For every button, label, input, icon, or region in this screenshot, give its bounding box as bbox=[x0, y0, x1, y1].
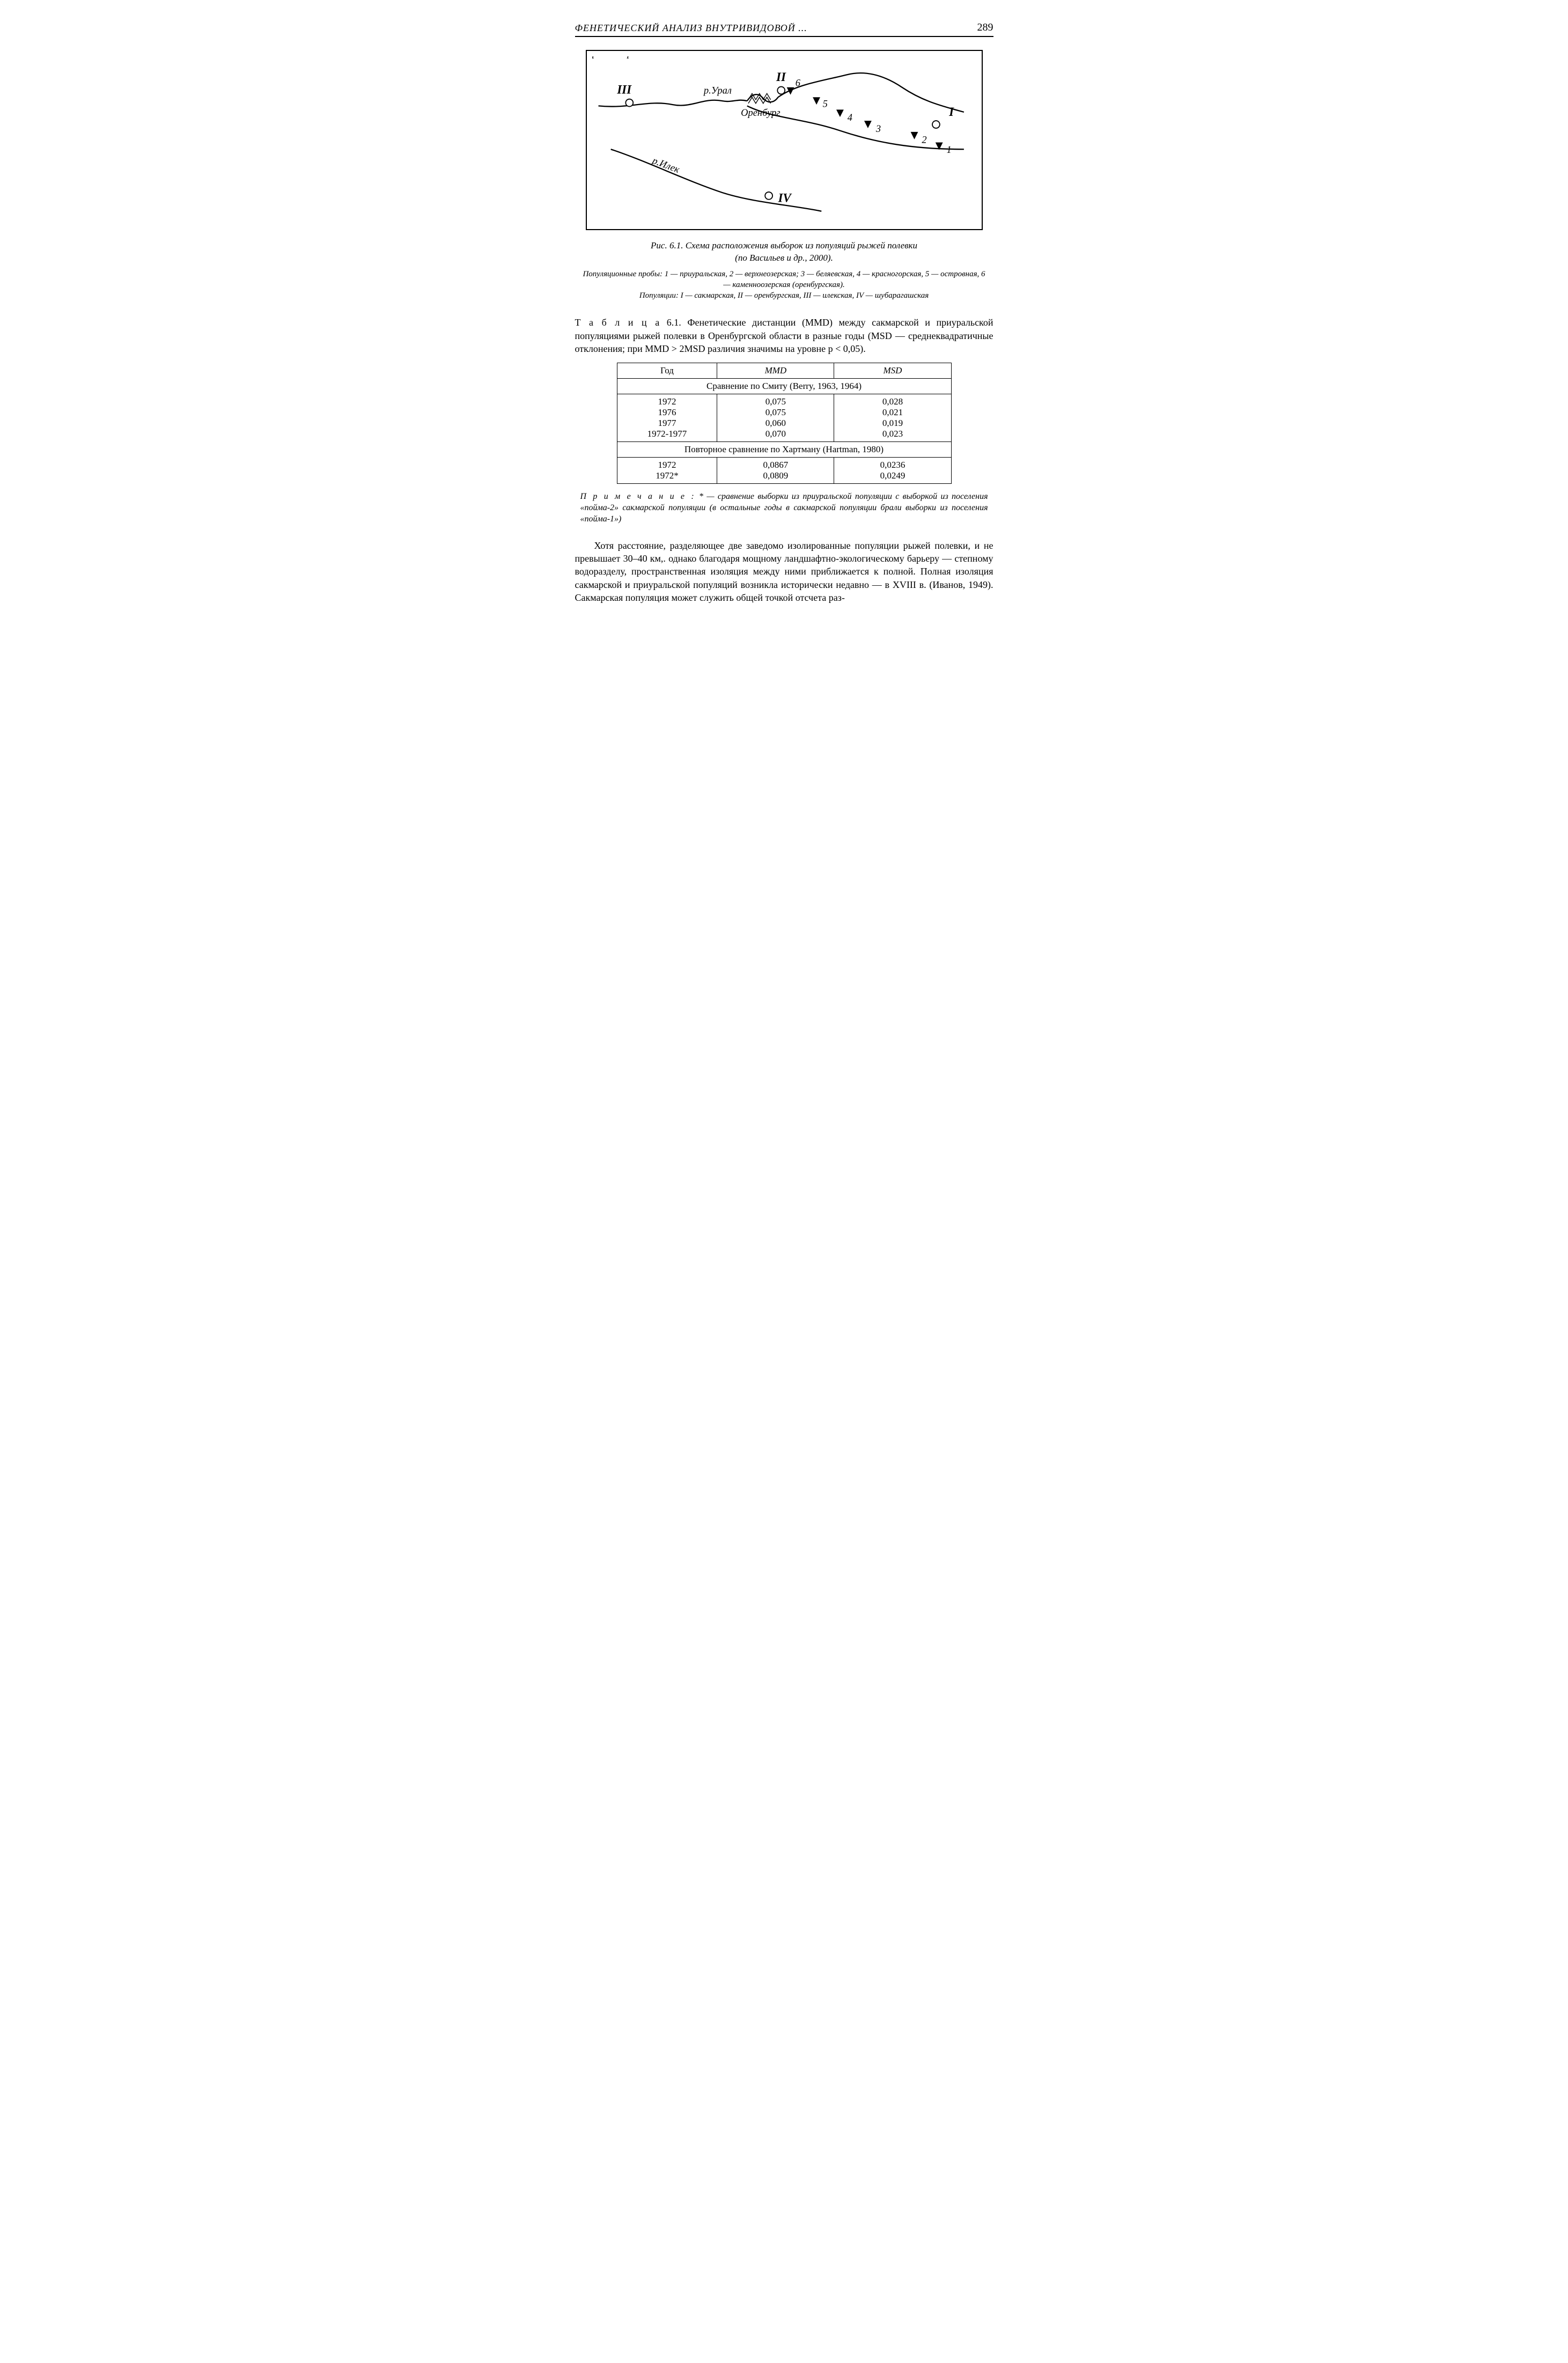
figure-caption-sub: Популяционные пробы: 1 — приуральская, 2… bbox=[580, 269, 988, 301]
table-cell-msd: 0,02360,0249 bbox=[834, 458, 951, 484]
sample-label: 6 bbox=[795, 77, 800, 88]
table-header-row: Год MMD MSD bbox=[617, 363, 951, 379]
river-ural-left bbox=[598, 100, 747, 107]
river-sakmara bbox=[778, 73, 963, 112]
figure-map: р.Урал р.Сакмара р.Илек Оренбург IIIIIII… bbox=[586, 50, 983, 230]
population-label: I bbox=[948, 105, 954, 119]
map-svg: р.Урал р.Сакмара р.Илек Оренбург IIIIIII… bbox=[592, 56, 976, 224]
sample-labels: 1 2 3 4 5 6 bbox=[795, 77, 951, 155]
table-row: 19721972*0,08670,08090,02360,0249 bbox=[617, 458, 951, 484]
population-label: IV bbox=[777, 190, 792, 204]
population-marker bbox=[777, 87, 785, 94]
population-label: II bbox=[775, 70, 786, 84]
page-number: 289 bbox=[977, 21, 993, 34]
table-section-row: Сравнение по Смиту (Berry, 1963, 1964) bbox=[617, 379, 951, 394]
sample-label: 2 bbox=[922, 135, 926, 145]
page: ФЕНЕТИЧЕСКИЙ АНАЛИЗ ВНУТРИВИДОВОЙ ... 28… bbox=[543, 0, 1026, 636]
col-mmd-text: MMD bbox=[765, 365, 787, 376]
caption-line1: Рис. 6.1. Схема расположения выборок из … bbox=[651, 240, 917, 251]
population-labels: IIIIIIIV bbox=[616, 70, 954, 204]
body-paragraph: Хотя расстояние, разделяющее две заведом… bbox=[575, 539, 993, 604]
col-msd-text: MSD bbox=[883, 365, 902, 376]
sample-label: 1 bbox=[946, 144, 951, 155]
sample-marker bbox=[910, 132, 918, 139]
table-cell-year: 19721972* bbox=[617, 458, 717, 484]
table-title: Т а б л и ц а 6.1. Фенетические дистанци… bbox=[575, 316, 993, 355]
table-section-title: Повторное сравнение по Хартману (Hartman… bbox=[617, 442, 951, 458]
table-body: Сравнение по Смиту (Berry, 1963, 1964)19… bbox=[617, 379, 951, 484]
label-sakmara: р.Сакмара bbox=[592, 56, 637, 58]
caption-line2: (по Васильев и др., 2000). bbox=[735, 253, 833, 263]
sample-label: 5 bbox=[822, 99, 827, 109]
label-ural: р.Урал bbox=[702, 85, 731, 95]
table-title-number: 6.1. bbox=[667, 317, 681, 328]
caption-probes: Популяционные пробы: 1 — приуральская, 2… bbox=[583, 270, 985, 289]
table-section-title: Сравнение по Смиту (Berry, 1963, 1964) bbox=[617, 379, 951, 394]
sample-label: 3 bbox=[875, 123, 880, 134]
running-head: ФЕНЕТИЧЕСКИЙ АНАЛИЗ ВНУТРИВИДОВОЙ ... 28… bbox=[575, 21, 993, 37]
label-city: Оренбург bbox=[741, 107, 780, 118]
table-cell-year: 1972197619771972-1977 bbox=[617, 394, 717, 442]
running-title: ФЕНЕТИЧЕСКИЙ АНАЛИЗ ВНУТРИВИДОВОЙ ... bbox=[575, 23, 807, 34]
caption-populations: Популяции: I — сакмарская, II — оренбург… bbox=[639, 291, 929, 300]
col-mmd: MMD bbox=[717, 363, 834, 379]
table-cell-mmd: 0,08670,0809 bbox=[717, 458, 834, 484]
footnote-label: П р и м е ч а н и е : bbox=[580, 492, 696, 501]
table-title-prefix: Т а б л и ц а bbox=[575, 317, 661, 328]
sample-marker bbox=[836, 109, 844, 117]
population-marker bbox=[932, 121, 939, 128]
population-markers bbox=[625, 87, 939, 200]
population-marker bbox=[765, 192, 772, 200]
population-marker bbox=[625, 99, 633, 107]
population-label: III bbox=[616, 82, 632, 96]
sample-label: 4 bbox=[847, 112, 852, 123]
table-cell-msd: 0,0280,0210,0190,023 bbox=[834, 394, 951, 442]
table-footnote: П р и м е ч а н и е : * — сравнение выбо… bbox=[580, 491, 988, 525]
label-ilek: р.Илек bbox=[650, 154, 681, 175]
table-section-row: Повторное сравнение по Хартману (Hartman… bbox=[617, 442, 951, 458]
table-cell-mmd: 0,0750,0750,0600,070 bbox=[717, 394, 834, 442]
table-row: 1972197619771972-19770,0750,0750,0600,07… bbox=[617, 394, 951, 442]
sample-marker bbox=[813, 97, 820, 105]
col-year: Год bbox=[617, 363, 717, 379]
col-msd: MSD bbox=[834, 363, 951, 379]
figure-caption-main: Рис. 6.1. Схема расположения выборок из … bbox=[591, 240, 977, 264]
data-table: Год MMD MSD Сравнение по Смиту (Berry, 1… bbox=[617, 363, 952, 484]
sample-marker bbox=[864, 121, 871, 128]
